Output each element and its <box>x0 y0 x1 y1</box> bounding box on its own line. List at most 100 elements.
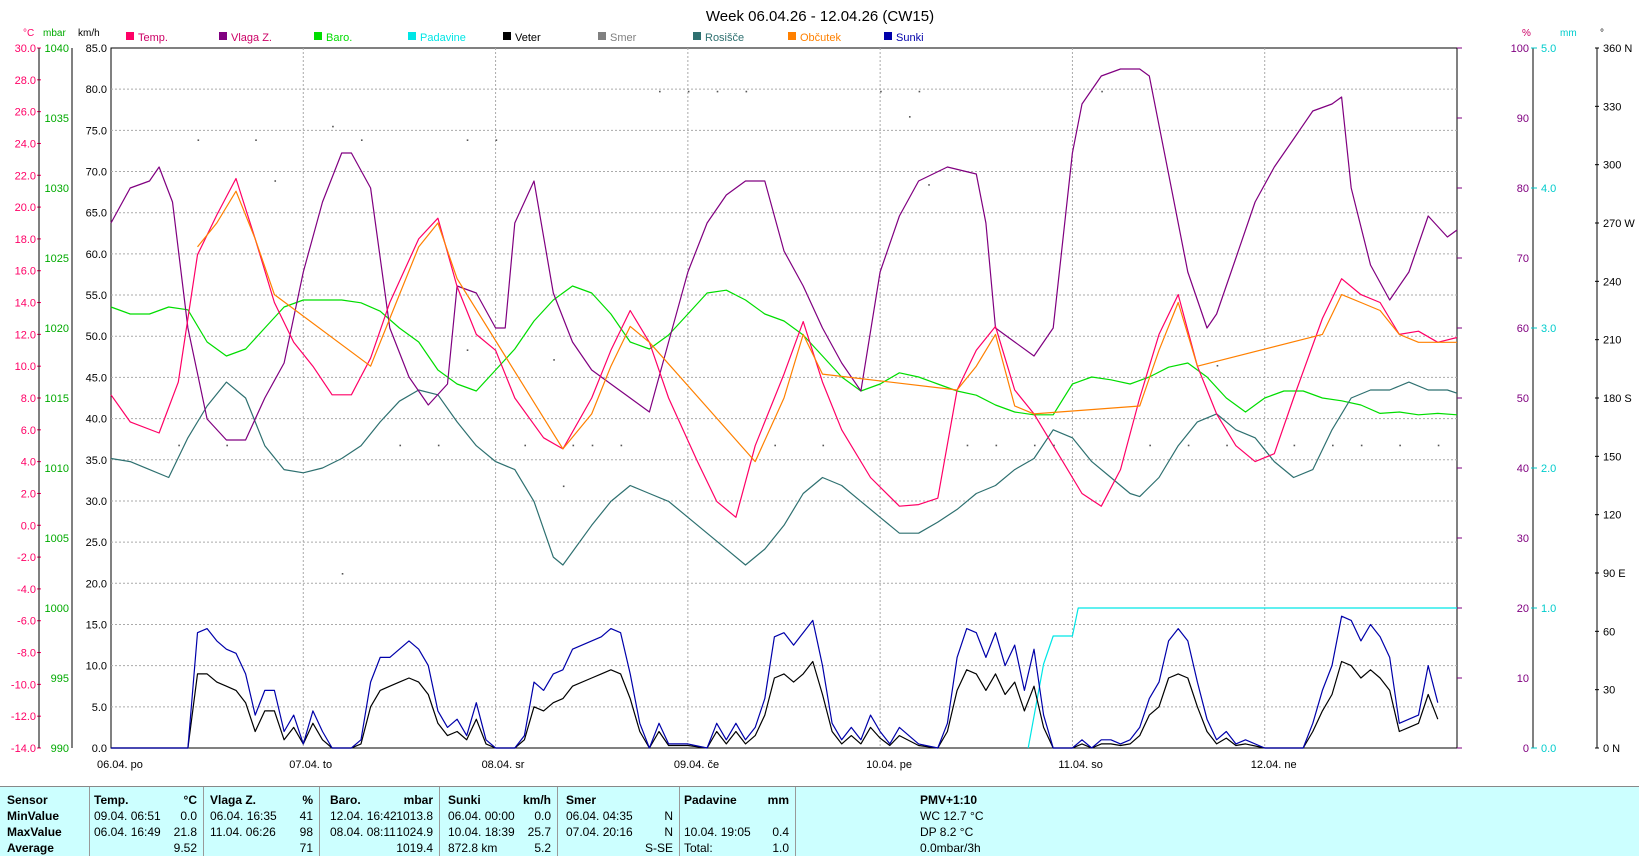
stats-temp-label: Temp. <box>94 793 129 807</box>
series-sunki-line <box>111 615 1439 749</box>
temp-tick: 10.0 <box>15 361 36 373</box>
x-label-4: 10.04. pe <box>866 759 912 771</box>
stats-baro-avg: 1019.4 <box>396 841 433 855</box>
dir-point <box>659 90 661 93</box>
stats-dir-max: N <box>664 825 673 839</box>
dir-point <box>437 444 440 447</box>
dir-point <box>197 139 200 141</box>
stats-rain-total: 1.0 <box>772 841 789 855</box>
dir-tick: 0 N <box>1603 743 1620 755</box>
legend-label-7: Občutek <box>800 32 841 44</box>
dir-point <box>1226 444 1228 447</box>
temp-tick: -14.0 <box>11 743 36 755</box>
legend-label-1: Vlaga Z. <box>231 32 272 44</box>
stats-rain-label: Padavine <box>684 793 737 807</box>
temp-tick: -6.0 <box>17 616 36 628</box>
hum-tick: 10 <box>1517 673 1529 685</box>
stats-baro-unit: mbar <box>403 793 433 807</box>
legend-label-6: Rosišče <box>705 32 744 44</box>
stats-hum-label: Vlaga Z. <box>210 793 257 807</box>
dir-point <box>360 139 363 141</box>
row-label-min: MinValue <box>7 809 60 823</box>
legend-label-3: Padavine <box>420 32 466 44</box>
series-veter-line <box>111 660 1439 749</box>
stats-gust-min-time: 06.04. 00:00 <box>448 809 515 823</box>
stats-temp-unit: °C <box>183 793 197 807</box>
dir-tick: 150 <box>1603 451 1621 463</box>
dir-point <box>620 444 623 447</box>
dir-point <box>562 485 565 488</box>
wind-tick: 85.0 <box>86 43 107 55</box>
dir-point <box>591 444 594 447</box>
temp-tick: 20.0 <box>15 202 36 214</box>
stats-temp-min-time: 09.04. 06:51 <box>94 809 161 823</box>
hum-tick: 60 <box>1517 323 1529 335</box>
stats-temp-avg: 9.52 <box>173 841 197 855</box>
dir-point <box>1360 444 1363 447</box>
wind-tick: 40.0 <box>86 414 107 426</box>
temp-tick: 16.0 <box>15 266 36 278</box>
baro-tick: 1030 <box>45 183 69 195</box>
stats-panel: Sensor MinValue MaxValue Average Temp. °… <box>0 786 1639 856</box>
wind-tick: 50.0 <box>86 331 107 343</box>
temp-tick: -4.0 <box>17 584 36 596</box>
x-label-5: 11.04. so <box>1058 759 1102 771</box>
rain-tick: 1.0 <box>1541 603 1556 615</box>
hum-unit: % <box>1522 28 1531 39</box>
series-temp-line <box>110 177 1458 518</box>
stats-hum-min-time: 06.04. 16:35 <box>210 809 277 823</box>
wind-tick: 5.0 <box>92 702 107 714</box>
legend-label-2: Baro. <box>326 32 352 44</box>
dir-point <box>774 444 776 447</box>
baro-tick: 1020 <box>45 323 69 335</box>
dir-tick: 30 <box>1603 685 1615 697</box>
baro-tick: 1040 <box>45 43 69 55</box>
wind-tick: 80.0 <box>86 84 107 96</box>
dir-point <box>332 125 334 128</box>
wind-tick: 70.0 <box>86 167 107 179</box>
grid <box>110 47 1458 749</box>
stats-dir-min: N <box>664 809 673 823</box>
dir-tick: 300 <box>1603 160 1621 172</box>
legend-swatch-7 <box>788 32 796 40</box>
wind-tick: 15.0 <box>86 619 107 631</box>
legend-label-5: Smer <box>610 32 637 44</box>
legend-swatch-5 <box>598 32 606 40</box>
wind-tick: 35.0 <box>86 455 107 467</box>
rain-tick: 0.0 <box>1541 743 1556 755</box>
stats-gust-unit: km/h <box>522 793 551 807</box>
wind-tick: 10.0 <box>86 661 107 673</box>
dir-tick: 180 S <box>1603 393 1632 405</box>
hum-tick: 20 <box>1517 603 1529 615</box>
baro-tick: 1025 <box>45 253 69 265</box>
dir-point <box>908 116 911 118</box>
dir-point <box>822 444 825 447</box>
baro-tick: 1000 <box>45 603 69 615</box>
temp-tick: 2.0 <box>21 488 36 500</box>
legend-swatch-4 <box>503 32 511 40</box>
temp-tick: -12.0 <box>11 711 36 723</box>
dir-tick: 270 W <box>1603 218 1635 230</box>
legend-swatch-3 <box>408 32 416 40</box>
stats-dir-label: Smer <box>566 793 597 807</box>
dir-point <box>178 444 180 447</box>
pmv-title: PMV+1:10 <box>920 793 978 807</box>
temp-tick: 24.0 <box>15 138 36 150</box>
series-obutek-line <box>197 190 1457 463</box>
stats-gust-max-time: 10.04. 18:39 <box>448 825 515 839</box>
legend-label-0: Temp. <box>138 32 168 44</box>
rain-tick: 2.0 <box>1541 463 1556 475</box>
dir-tick: 90 E <box>1603 568 1626 580</box>
stats-temp: Temp. °C 09.04. 06:51 0.0 06.04. 16:49 2… <box>90 787 204 856</box>
stats-dir-min-time: 06.04. 04:35 <box>566 809 633 823</box>
dir-point <box>966 444 969 447</box>
stats-gust-distance: 872.8 km <box>448 841 498 855</box>
dir-tick: 120 <box>1603 510 1621 522</box>
pmv-pressure-trend: 0.0mbar/3h <box>920 841 981 855</box>
dir-point <box>399 444 402 447</box>
stats-dir-max-time: 07.04. 20:16 <box>566 825 633 839</box>
pmv-wind-chill: WC 12.7 °C <box>920 809 984 823</box>
dir-point <box>572 444 575 447</box>
dir-point <box>274 180 277 182</box>
stats-row-labels: Sensor MinValue MaxValue Average <box>0 787 90 856</box>
